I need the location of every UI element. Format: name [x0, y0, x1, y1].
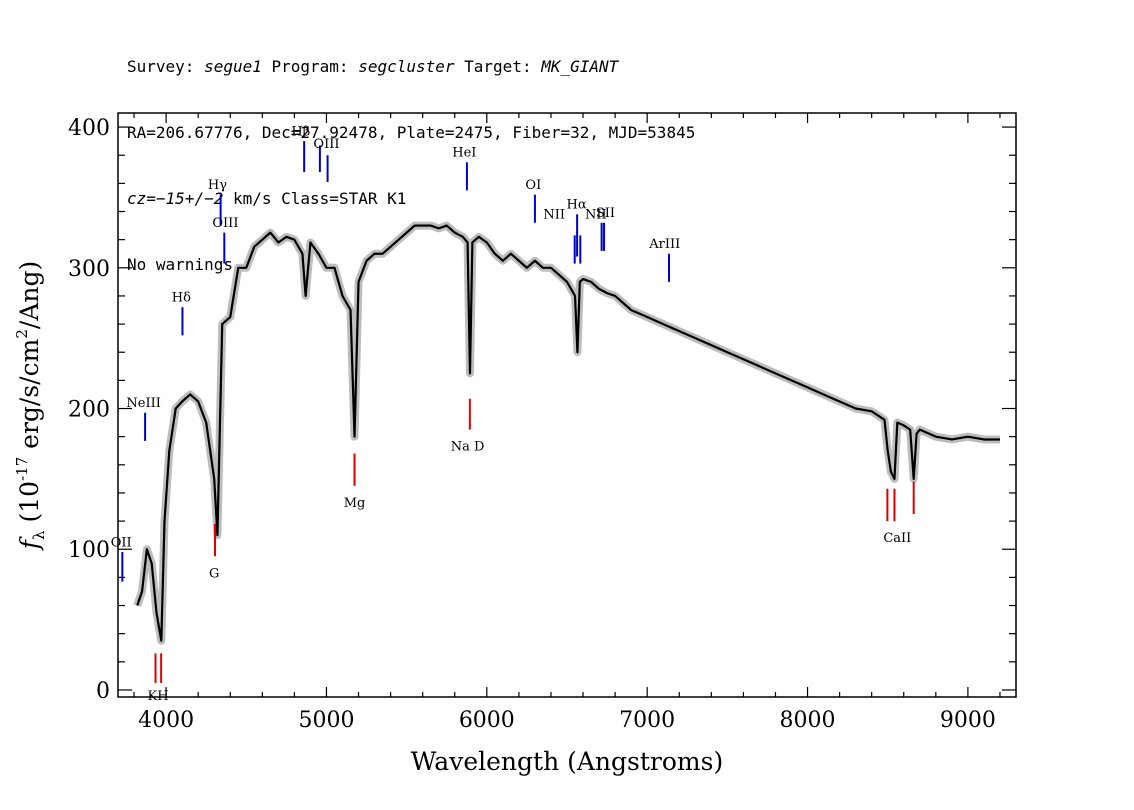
- error-band-layer: [133, 221, 1000, 645]
- target-value: MK_GIANT: [541, 57, 619, 76]
- header-line-redshift: cz=−15+/−2 km/s Class=STAR K1: [127, 188, 695, 210]
- x-axis-title: Wavelength (Angstroms): [411, 747, 723, 776]
- line-label: OI: [525, 178, 541, 193]
- program-label: Program:: [261, 57, 359, 76]
- error-band: [133, 221, 1000, 645]
- survey-value: segue1: [204, 57, 262, 76]
- y-tick-label: 100: [68, 538, 110, 563]
- header-line-warnings: No warnings.: [127, 255, 243, 274]
- line-labels-layer: OIINeIIIHδHγOIIIHβOIIIHeIOINIIHαNIISIIAr…: [111, 125, 912, 704]
- y-tick-label: 400: [68, 116, 110, 141]
- y-tick-label: 0: [96, 679, 110, 704]
- cz-value: −15+/−2: [155, 189, 224, 208]
- x-tick-label: 5000: [298, 708, 354, 733]
- header-line-coordinates: RA=206.67776, Dec=27.92478, Plate=2475, …: [127, 123, 696, 142]
- line-label: Mg: [344, 496, 366, 511]
- line-label: Hδ: [172, 291, 191, 306]
- line-label: Hβ: [291, 125, 310, 140]
- axis-ticks: 4000 5000 6000 7000 8000 9000 0 100 200 300 400: [68, 113, 1016, 733]
- line-label: CaII: [883, 531, 911, 546]
- line-label: ArIII: [648, 237, 680, 252]
- line-label: OIII: [313, 137, 339, 152]
- line-label: NeIII: [126, 396, 160, 411]
- x-tick-label: 4000: [138, 708, 194, 733]
- line-label: G: [209, 566, 219, 581]
- class-text: km/s Class=STAR K1: [223, 189, 407, 208]
- line-label: Hα: [567, 198, 587, 213]
- line-label: NII: [543, 208, 565, 223]
- spectrum-line: [136, 224, 1000, 642]
- line-label: Na D: [451, 440, 485, 455]
- line-label: OII: [111, 535, 132, 550]
- header-line-survey: Survey: segue1 Program: segcluster Targe…: [127, 56, 695, 78]
- line-label: NII: [585, 208, 607, 223]
- line-label: SII: [596, 206, 615, 221]
- cz-label: cz=: [127, 189, 156, 208]
- survey-label: Survey:: [127, 57, 205, 76]
- x-tick-label: 7000: [619, 708, 675, 733]
- line-label: Hγ: [208, 178, 227, 193]
- y-axis-title: fλ (10-17 erg/s/cm2/Ang): [13, 261, 48, 551]
- spectrum-header: Survey: segue1 Program: segcluster Targe…: [127, 12, 695, 298]
- spectrum-layer: [136, 224, 1000, 642]
- line-label: OIII: [212, 216, 238, 231]
- x-tick-label: 6000: [459, 708, 515, 733]
- x-tick-label: 8000: [780, 708, 836, 733]
- line-markers-layer: [121, 141, 915, 683]
- y-tick-label: 300: [68, 257, 110, 282]
- program-value: segcluster: [358, 57, 455, 76]
- x-tick-label: 9000: [940, 708, 996, 733]
- y-tick-label: 200: [68, 398, 110, 423]
- line-label: HeI: [452, 146, 476, 161]
- plot-frame: [117, 112, 1017, 698]
- target-label: Target:: [454, 57, 542, 76]
